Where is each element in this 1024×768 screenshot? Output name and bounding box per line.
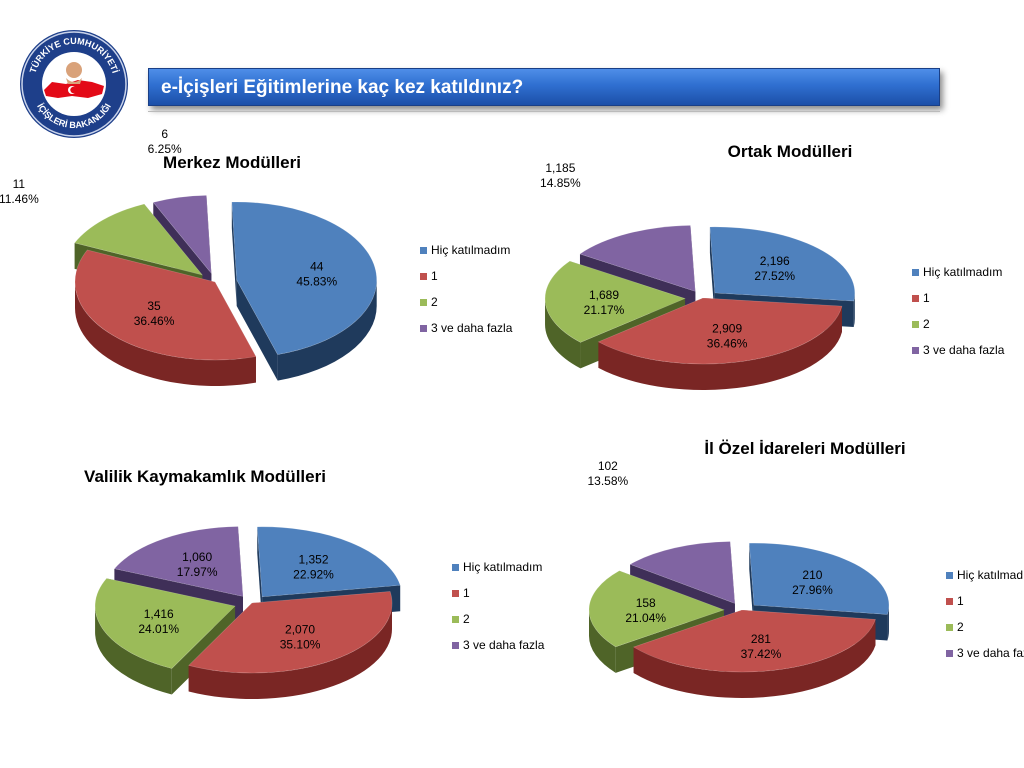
pie-slice-top (588, 570, 725, 648)
data-label-value: 2,909 (712, 322, 742, 336)
data-label-value: 2,196 (760, 254, 790, 268)
data-label-value: 2,070 (285, 623, 315, 637)
data-label-percent: 17.97% (177, 565, 218, 579)
data-label-percent: 11.46% (0, 192, 39, 206)
legend-entry: Hiç katılmadım (431, 243, 510, 257)
legend-swatch (452, 590, 459, 597)
legend-entry: 1 (431, 269, 438, 283)
legend-swatch (420, 299, 427, 306)
data-label-value: 1,416 (144, 607, 174, 621)
legend-swatch (452, 564, 459, 571)
data-label-percent: 21.17% (584, 303, 625, 317)
legend-swatch (912, 321, 919, 328)
data-label-percent: 13.58% (587, 474, 628, 488)
legend-swatch (452, 616, 459, 623)
data-label-value: 1,352 (298, 552, 328, 566)
pie-slice-top (152, 195, 212, 275)
legend-entry: Hiç katılmadım (463, 560, 542, 574)
legend: Hiç katılmadım 1 2 3 ve daha fazla (420, 243, 513, 335)
pie-slice-top (632, 609, 876, 673)
legend-entry: 2 (463, 612, 470, 626)
data-label-percent: 37.42% (741, 647, 782, 661)
legend: Hiç katılmadım 1 2 3 ve daha fazla (912, 265, 1005, 357)
legend-entry: Hiç katılmadım (957, 568, 1024, 582)
data-label-value: 1,689 (589, 288, 619, 302)
legend-entry: 3 ve daha fazla (923, 343, 1005, 357)
data-label-percent: 36.46% (134, 314, 175, 328)
data-label-percent: 27.52% (754, 269, 795, 283)
legend-swatch (946, 572, 953, 579)
pie-slice-top (579, 225, 696, 292)
pie-slice-top (231, 201, 377, 355)
page-title: e-İçişleri Eğitimlerine kaç kez katıldın… (148, 68, 940, 106)
pie-slice-top (74, 249, 257, 361)
legend-entry: 3 ve daha fazla (431, 321, 513, 335)
pie-slice-top (748, 542, 890, 615)
data-label-value: 102 (598, 459, 618, 473)
data-label-percent: 21.04% (625, 611, 666, 625)
data-label-value: 210 (802, 568, 822, 582)
pie-slice-top (256, 526, 401, 598)
legend-entry: 3 ve daha fazla (957, 646, 1024, 660)
legend-swatch (912, 295, 919, 302)
legend-entry: 2 (957, 620, 964, 634)
ministry-logo: TÜRKİYE CUMHURİYETİ İÇİŞLERİ BAKANLIĞI (20, 30, 128, 138)
data-label-percent: 27.96% (792, 583, 833, 597)
legend-entry: 3 ve daha fazla (463, 638, 545, 652)
legend-entry: 2 (923, 317, 930, 331)
legend-entry: 1 (957, 594, 964, 608)
data-label-percent: 14.85% (540, 176, 581, 190)
pie-slice-top (188, 591, 393, 674)
data-label-value: 158 (636, 596, 656, 610)
chart-title: Ortak Modülleri (728, 142, 853, 161)
pie-slice-top (629, 541, 736, 604)
pie-slice-top (544, 260, 686, 343)
legend-swatch (420, 247, 427, 254)
title-underline (148, 111, 940, 112)
data-label-value: 44 (310, 260, 324, 274)
data-label-value: 1,185 (545, 161, 575, 175)
pie-chart-4: İl Özel İdareleri Modülleri21027.96%2813… (587, 439, 1024, 698)
data-label-percent: 22.92% (293, 567, 334, 581)
chart-title: Merkez Modülleri (163, 153, 301, 172)
pie-slice-top (113, 526, 244, 597)
pie-slice (231, 202, 377, 381)
data-label-percent: 45.83% (296, 275, 337, 289)
data-label-percent: 6.25% (148, 142, 182, 156)
chart-title: Valilik Kaymakamlık Modülleri (84, 467, 326, 486)
data-label-value: 11 (13, 177, 26, 191)
pie-chart-3: Valilik Kaymakamlık Modülleri 1,35222.92%… (84, 467, 545, 700)
legend-entry: 1 (463, 586, 470, 600)
legend-swatch (912, 347, 919, 354)
legend: Hiç katılmadım 1 2 3 ve daha fazla (946, 568, 1024, 660)
data-label-percent: 36.46% (707, 337, 748, 351)
legend-swatch (912, 269, 919, 276)
chart-title: İl Özel İdareleri Modülleri (704, 439, 905, 458)
legend-swatch (946, 624, 953, 631)
data-label-value: 6 (161, 127, 168, 141)
data-label-value: 1,060 (182, 550, 212, 564)
data-label-value: 35 (147, 299, 161, 313)
legend-entry: 2 (431, 295, 438, 309)
legend-swatch (420, 325, 427, 332)
legend-swatch (452, 642, 459, 649)
legend-swatch (420, 273, 427, 280)
pie-slice-top (597, 297, 843, 365)
data-label-value: 281 (751, 632, 771, 646)
data-label-percent: 35.10% (280, 638, 321, 652)
pie-slice-top (74, 203, 204, 276)
data-label-percent: 24.01% (138, 622, 179, 636)
legend-entry: Hiç katılmadım (923, 265, 1002, 279)
pie-slice-top (94, 578, 236, 669)
legend-swatch (946, 598, 953, 605)
legend-swatch (946, 650, 953, 657)
pie-slice-top (709, 226, 856, 302)
legend-entry: 1 (923, 291, 930, 305)
legend: Hiç katılmadım 1 2 3 ve daha fazla (452, 560, 545, 652)
